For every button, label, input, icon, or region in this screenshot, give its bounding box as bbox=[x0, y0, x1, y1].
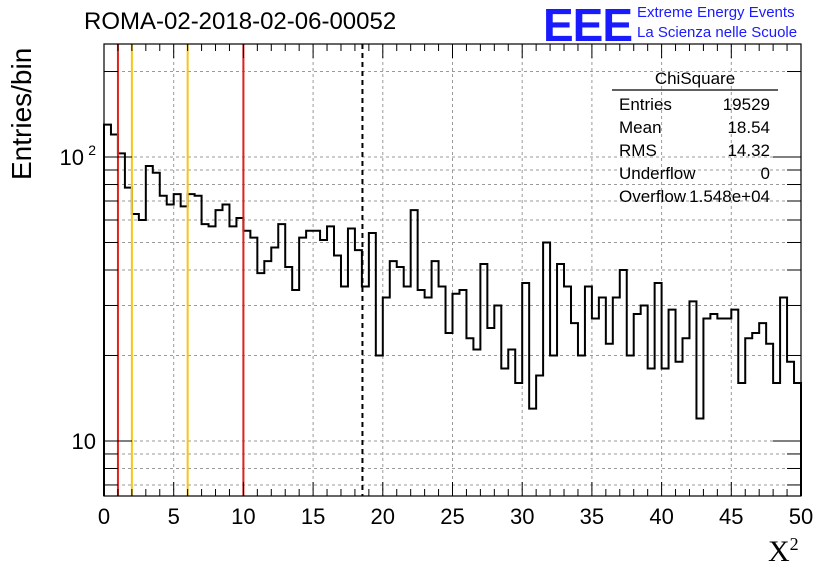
x-tick-label: 10 bbox=[231, 504, 255, 529]
stats-label: Overflow bbox=[619, 187, 687, 206]
y-tick-label-exponent: 2 bbox=[88, 142, 96, 158]
x-tick-label: 30 bbox=[510, 504, 534, 529]
logo-line-1: Extreme Energy Events bbox=[637, 4, 795, 21]
x-tick-label: 0 bbox=[98, 504, 110, 529]
grid-lines bbox=[104, 44, 801, 496]
stats-label: Underflow bbox=[619, 164, 696, 183]
stats-value: 18.54 bbox=[727, 118, 770, 137]
x-tick-label: 15 bbox=[301, 504, 325, 529]
x-tick-label: 45 bbox=[719, 504, 743, 529]
y-tick-label: 10 bbox=[72, 429, 96, 454]
histogram-series bbox=[103, 123, 802, 496]
stats-title: ChiSquare bbox=[655, 69, 735, 88]
x-tick-label: 50 bbox=[789, 504, 813, 529]
x-tick-label: 5 bbox=[168, 504, 180, 529]
y-tick-label: 10 bbox=[60, 145, 84, 170]
stats-label: Entries bbox=[619, 95, 672, 114]
stats-label: RMS bbox=[619, 141, 657, 160]
stats-value: 1.548e+04 bbox=[689, 187, 770, 206]
x-axis-label: X2 bbox=[768, 534, 799, 569]
x-tick-label: 20 bbox=[371, 504, 395, 529]
stats-value: 19529 bbox=[723, 95, 770, 114]
y-axis-label: Entries/bin bbox=[6, 47, 37, 180]
run-title: ROMA-02-2018-02-06-00052 bbox=[84, 8, 397, 35]
x-tick-label: 35 bbox=[580, 504, 604, 529]
stats-value: 0 bbox=[761, 164, 770, 183]
x-tick-label: 40 bbox=[649, 504, 673, 529]
x-axis-label-exponent: 2 bbox=[789, 534, 799, 554]
histogram bbox=[103, 123, 802, 496]
logo-line-2: La Scienza nelle Scuole bbox=[637, 24, 798, 41]
x-tick-label: 25 bbox=[440, 504, 464, 529]
stats-box: ChiSquare Entries 19529 Mean 18.54 RMS 14.32 Un… bbox=[612, 69, 778, 206]
x-axis-label-base: X bbox=[768, 535, 790, 568]
reference-lines bbox=[116, 44, 364, 496]
stats-value: 14.32 bbox=[727, 141, 770, 160]
eee-logo: EEE bbox=[543, 0, 633, 51]
stats-label: Mean bbox=[619, 118, 662, 137]
